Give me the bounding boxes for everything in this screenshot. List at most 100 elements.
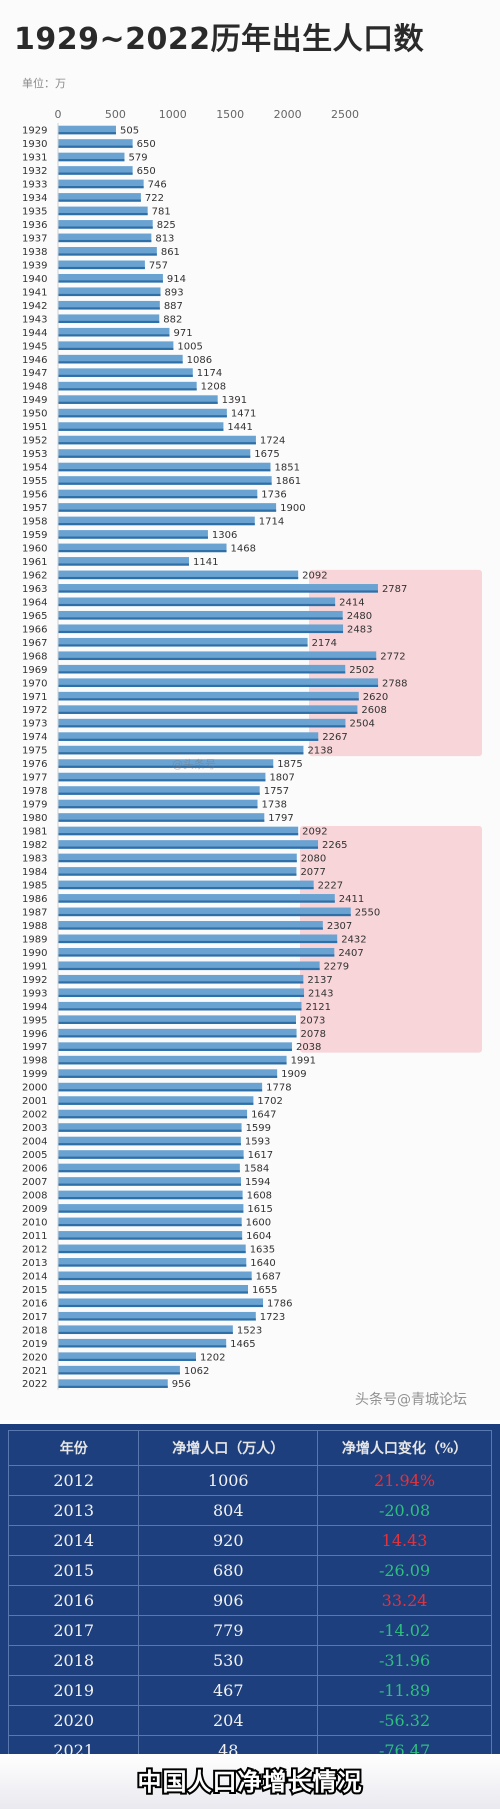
- bar: [58, 947, 335, 957]
- value-label: 2138: [307, 746, 332, 757]
- chart-section: 1929~2022历年出生人口数 单位：万 0 500 1000 1500 2000 25…: [14, 22, 482, 1408]
- bar-shadow: [58, 738, 319, 741]
- value-label: 2174: [312, 638, 337, 649]
- bar-shadow: [58, 1331, 233, 1335]
- value-label: 893: [165, 287, 184, 298]
- cell-change-percent: -20.08: [317, 1495, 492, 1526]
- bar-shadow: [58, 172, 133, 175]
- value-label: 1687: [256, 1271, 281, 1282]
- value-label: 1608: [247, 1191, 272, 1202]
- bar-shadow: [58, 819, 265, 822]
- bar-shadow: [58, 860, 297, 863]
- bar: [58, 489, 258, 499]
- value-label: 722: [145, 193, 164, 204]
- value-label: 2483: [347, 624, 372, 635]
- bar-shadow: [58, 806, 258, 809]
- year-label: 1987: [22, 907, 47, 918]
- year-label: 1978: [22, 786, 47, 797]
- bar-shadow: [58, 159, 125, 162]
- year-label: 1991: [22, 961, 47, 972]
- bar-shadow: [58, 846, 319, 849]
- value-label: 2504: [349, 719, 374, 730]
- value-label: 757: [149, 260, 168, 271]
- year-label: 2019: [22, 1339, 47, 1350]
- cell-change-percent: -14.02: [317, 1615, 492, 1646]
- value-label: 1807: [269, 773, 294, 784]
- bar: [58, 570, 299, 580]
- bar-shadow: [58, 1048, 292, 1051]
- year-label: 2021: [22, 1366, 47, 1377]
- year-label: 1949: [22, 395, 47, 406]
- bar-shadow: [58, 415, 227, 418]
- value-label: 2265: [322, 840, 347, 851]
- year-label: 1979: [22, 800, 47, 811]
- bar: [58, 516, 255, 526]
- value-label: 1757: [264, 786, 289, 797]
- bar-shadow: [58, 603, 336, 607]
- bar: [58, 867, 297, 876]
- value-label: 2772: [380, 651, 405, 662]
- bar: [58, 354, 183, 364]
- bar-shadow: [58, 1385, 168, 1388]
- year-label: 1967: [22, 638, 47, 649]
- bar-shadow: [58, 725, 346, 728]
- bar: [58, 368, 193, 377]
- bar: [58, 1298, 264, 1308]
- bar-shadow: [58, 617, 343, 620]
- bar-shadow: [58, 253, 157, 256]
- bar: [58, 166, 133, 175]
- bar: [58, 381, 197, 391]
- bar-shadow: [58, 1075, 278, 1078]
- bar-shadow: [58, 1156, 244, 1159]
- bar-shadow: [58, 347, 174, 350]
- year-label: 2004: [22, 1137, 47, 1148]
- cell-year: 2016: [7, 1585, 140, 1616]
- bar-shadow: [58, 1264, 247, 1267]
- bar: [58, 705, 358, 714]
- year-label: 1955: [22, 476, 47, 487]
- bar-shadow: [58, 1116, 248, 1119]
- cell-net-increase: 920: [138, 1525, 319, 1556]
- bar-shadow: [58, 590, 378, 593]
- bar: [58, 327, 170, 337]
- value-label: 914: [167, 274, 186, 285]
- cell-year: 2017: [7, 1615, 140, 1646]
- table-header-row: 年份 净增人口（万人） 净增人口变化（%）: [7, 1430, 492, 1466]
- table-body: 2012 1006 21.94% 2013 804 -20.08 2014 920 14.43 2…: [7, 1465, 492, 1766]
- bar-shadow: [58, 833, 299, 836]
- bar: [58, 1069, 278, 1078]
- bar: [58, 799, 258, 809]
- year-label: 1997: [22, 1042, 47, 1053]
- year-label: 1996: [22, 1029, 47, 1040]
- year-label: 1986: [22, 894, 47, 905]
- value-label: 1736: [261, 490, 286, 501]
- bar-shadow: [58, 1035, 297, 1038]
- value-label: 1441: [227, 422, 252, 433]
- year-label: 2010: [22, 1217, 47, 1228]
- year-label: 1964: [22, 597, 47, 608]
- value-label: 1062: [184, 1366, 209, 1377]
- bar-shadow: [58, 428, 224, 431]
- bar: [58, 193, 141, 202]
- footer-band: [0, 1754, 500, 1809]
- year-label: 1970: [22, 678, 47, 689]
- value-label: 1702: [257, 1096, 282, 1107]
- bar: [58, 341, 174, 350]
- bar: [58, 125, 116, 135]
- year-label: 2009: [22, 1204, 47, 1215]
- year-label: 1975: [22, 746, 47, 757]
- bar-shadow: [58, 1170, 240, 1173]
- bar: [58, 300, 160, 310]
- bar-shadow: [58, 132, 116, 135]
- table-row: 2012 1006 21.94%: [7, 1465, 492, 1496]
- bar-shadow: [58, 671, 346, 674]
- year-label: 2014: [22, 1271, 47, 1282]
- bar-shadow: [58, 967, 320, 971]
- year-label: 2008: [22, 1191, 47, 1202]
- bar-shadow: [58, 657, 377, 661]
- cell-year: 2015: [7, 1555, 140, 1586]
- table-row: 2013 804 -20.08: [7, 1495, 492, 1526]
- bar-shadow: [58, 1223, 242, 1227]
- value-label: 1600: [246, 1217, 271, 1228]
- bar: [58, 786, 260, 795]
